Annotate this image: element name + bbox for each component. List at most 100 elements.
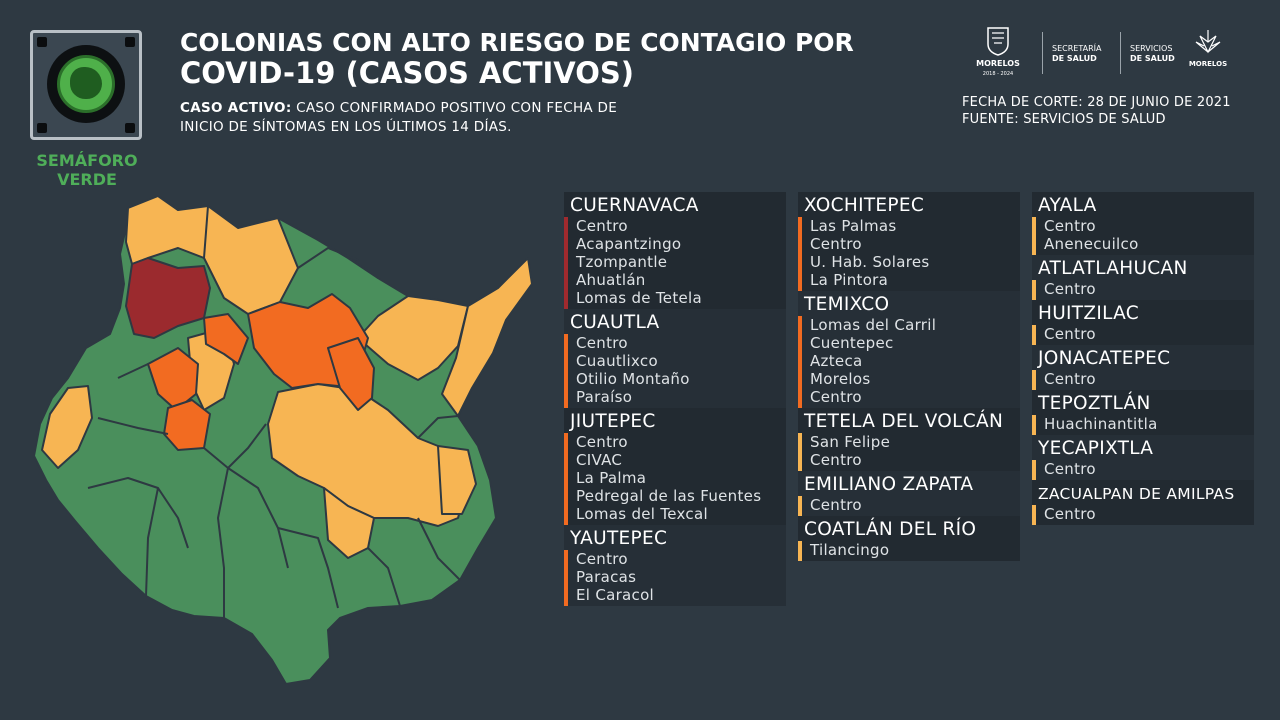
- municipality-name: YAUTEPEC: [570, 528, 668, 549]
- colonia-list: San Felipe Centro: [798, 433, 1020, 471]
- morelos-years-text: 2018 - 2024: [982, 71, 1014, 77]
- bolt: [125, 123, 135, 133]
- servicios-line2: DE SALUD: [1130, 54, 1175, 63]
- municipality-red: [125, 257, 211, 339]
- municipality-block: CUERNAVACA Centro Acapantzingo Tzompantle Ah…: [564, 192, 786, 309]
- risk-color-bar: [798, 433, 802, 471]
- semaforo-icon: [30, 30, 142, 140]
- colonia-item: Centro: [576, 433, 628, 451]
- risk-color-bar: [1032, 370, 1036, 390]
- colonia-item: Paracas: [576, 568, 637, 586]
- colonia-list: Centro Anenecuilco: [1032, 217, 1254, 255]
- title-line2: COVID-19 (CASOS ACTIVOS): [180, 56, 635, 90]
- colonia-item: Centro: [1044, 505, 1096, 523]
- servicios-logo: SERVICIOS DE SALUD: [1130, 44, 1175, 64]
- colonia-list: Las Palmas Centro U. Hab. Solares La Pintor…: [798, 217, 1020, 291]
- green-light-icon: [47, 45, 125, 123]
- colonia-item: Centro: [576, 550, 628, 568]
- colonia-list: Centro: [1032, 325, 1254, 345]
- bolt: [37, 37, 47, 47]
- colonia-item: San Felipe: [810, 433, 891, 451]
- meta-info: FECHA DE CORTE: 28 DE JUNIO DE 2021 FUEN…: [962, 94, 1231, 128]
- colonia-item: Pedregal de las Fuentes: [576, 487, 762, 505]
- municipality-name: ZACUALPAN DE AMILPAS: [1038, 485, 1235, 503]
- column-2: XOCHITEPEC Las Palmas Centro U. Hab. Solare…: [798, 192, 1020, 561]
- colonia-list: Centro: [1032, 505, 1254, 525]
- morelos-brand-text: MORELOS: [1188, 60, 1228, 68]
- servicios-line1: SERVICIOS: [1130, 44, 1173, 53]
- colonia-list: Centro CIVAC La Palma Pedregal de las Fuent…: [564, 433, 786, 525]
- municipality-orange: [203, 313, 249, 365]
- municipality-name: AYALA: [1038, 195, 1097, 216]
- municipality-block: YAUTEPEC Centro Paracas El Caracol: [564, 525, 786, 606]
- colonia-item: Azteca: [810, 352, 863, 370]
- divider: [1120, 32, 1121, 74]
- colonia-item: Centro: [576, 334, 628, 352]
- colonia-item: La Pintora: [810, 271, 889, 289]
- municipality-block: EMILIANO ZAPATA Centro: [798, 471, 1020, 516]
- municipality-block: ATLATLAHUCAN Centro: [1032, 255, 1254, 300]
- risk-color-bar: [564, 550, 568, 606]
- definition-label: CASO ACTIVO:: [180, 100, 292, 116]
- colonia-item: Morelos: [810, 370, 871, 388]
- municipality-block: YECAPIXTLA Centro: [1032, 435, 1254, 480]
- bolt: [125, 37, 135, 47]
- municipality-name: JIUTEPEC: [570, 411, 656, 432]
- municipality-name: JONACATEPEC: [1038, 348, 1171, 369]
- definition-text-1: CASO CONFIRMADO POSITIVO CON FECHA DE: [296, 100, 618, 116]
- colonia-item: Centro: [576, 217, 628, 235]
- municipality-name: TEMIXCO: [804, 294, 890, 315]
- risk-color-bar: [1032, 460, 1036, 480]
- colonia-list: Tilancingo: [798, 541, 1020, 561]
- colonia-item: La Palma: [576, 469, 647, 487]
- colonia-item: Centro: [810, 235, 862, 253]
- colonia-list: Centro Cuautlixco Otilio Montaño Paraíso: [564, 334, 786, 408]
- municipality-name: TEPOZTLÁN: [1038, 393, 1151, 414]
- municipality-block: TEMIXCO Lomas del Carril Cuentepec Azteca Mo…: [798, 291, 1020, 408]
- definition: CASO ACTIVO: CASO CONFIRMADO POSITIVO CO…: [180, 99, 617, 137]
- semaforo-label-line1: SEMÁFORO: [36, 151, 138, 170]
- municipality-name: EMILIANO ZAPATA: [804, 474, 974, 495]
- page-title: COLONIAS CON ALTO RIESGO DE CONTAGIO POR…: [180, 28, 854, 88]
- fecha-corte: FECHA DE CORTE: 28 DE JUNIO DE 2021: [962, 95, 1231, 110]
- colonia-item: Ahuatlán: [576, 271, 646, 289]
- risk-color-bar: [564, 334, 568, 408]
- municipality-orange: [147, 347, 199, 411]
- municipality-block: COATLÁN DEL RÍO Tilancingo: [798, 516, 1020, 561]
- column-3: AYALA Centro Anenecuilco ATLATLAHUCAN Centro…: [1032, 192, 1254, 525]
- municipality-block: TEPOZTLÁN Huachinantitla: [1032, 390, 1254, 435]
- morelos-brand-logo: MORELOS: [1188, 26, 1228, 69]
- colonia-list: Centro: [798, 496, 1020, 516]
- risk-color-bar: [564, 433, 568, 525]
- colonia-item: Otilio Montaño: [576, 370, 690, 388]
- colonia-item: Centro: [1044, 370, 1096, 388]
- colonia-item: Centro: [810, 451, 862, 469]
- municipality-yellow: [441, 257, 533, 417]
- definition-text-2: INICIO DE SÍNTOMAS EN LOS ÚLTIMOS 14 DÍA…: [180, 119, 512, 135]
- risk-color-bar: [1032, 325, 1036, 345]
- risk-color-bar: [1032, 505, 1036, 525]
- municipality-block: CUAUTLA Centro Cuautlixco Otilio Montaño Par…: [564, 309, 786, 408]
- semaforo-label: SEMÁFORO VERDE: [20, 151, 154, 189]
- risk-color-bar: [1032, 217, 1036, 255]
- morelos-gov-logo: MORELOS 2018 - 2024: [974, 26, 1022, 79]
- colonia-item: Cuautlixco: [576, 352, 658, 370]
- municipality-yellow: [41, 385, 93, 469]
- semaforo-label-line2: VERDE: [57, 170, 117, 189]
- municipality-block: TETELA DEL VOLCÁN San Felipe Centro: [798, 408, 1020, 471]
- municipality-name: CUERNAVACA: [570, 195, 699, 216]
- secretaria-line1: SECRETARÍA: [1052, 44, 1102, 53]
- risk-color-bar: [1032, 280, 1036, 300]
- colonia-item: Centro: [1044, 217, 1096, 235]
- colonia-list: Centro: [1032, 280, 1254, 300]
- municipality-name: COATLÁN DEL RÍO: [804, 519, 977, 540]
- risk-color-bar: [564, 217, 568, 309]
- colonia-item: Centro: [1044, 325, 1096, 343]
- title-line1: COLONIAS CON ALTO RIESGO DE CONTAGIO POR: [180, 28, 854, 57]
- municipality-name: CUAUTLA: [570, 312, 660, 333]
- secretaria-logo: SECRETARÍA DE SALUD: [1052, 44, 1101, 64]
- municipality-orange: [163, 399, 211, 451]
- municipality-name: TETELA DEL VOLCÁN: [804, 411, 1004, 432]
- colonia-item: Anenecuilco: [1044, 235, 1139, 253]
- colonia-item: Las Palmas: [810, 217, 897, 235]
